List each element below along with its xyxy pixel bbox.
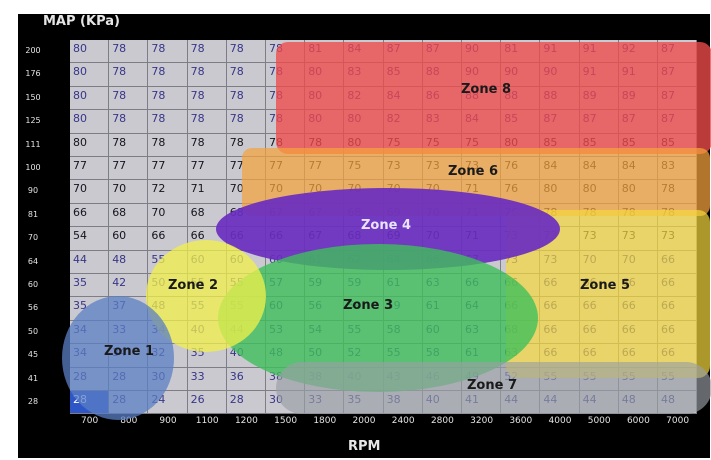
map-cell[interactable]: 78 (109, 133, 149, 157)
column-label: 3600 (509, 416, 533, 426)
map-cell[interactable]: 77 (109, 157, 149, 181)
row-label: 81 (27, 209, 39, 219)
row-label: 150 (25, 92, 41, 102)
row-label: 111 (25, 139, 41, 149)
map-cell[interactable]: 71 (187, 180, 227, 204)
column-label: 5000 (587, 416, 611, 426)
rpm-axis-title: RPM (348, 439, 381, 454)
map-cell[interactable]: 77 (148, 157, 188, 181)
column-label: 2000 (352, 416, 376, 426)
fuel-map-panel: MAP (KPa) 200 176 150 125 111 100 90 81 70 64 60 56… (18, 14, 711, 458)
map-cell[interactable]: 78 (226, 110, 266, 134)
map-cell[interactable]: 35 (70, 274, 110, 298)
zone-label: Zone 5 (580, 278, 631, 293)
map-cell[interactable]: 78 (187, 86, 227, 111)
zone-label: Zone 3 (343, 298, 394, 313)
map-cell[interactable]: 77 (70, 157, 110, 181)
map-cell[interactable]: 80 (70, 63, 110, 87)
map-cell[interactable]: 78 (148, 86, 188, 111)
zone-label: Zone 1 (104, 344, 155, 359)
map-cell[interactable]: 78 (109, 86, 149, 111)
row-label: 28 (27, 397, 39, 406)
row-label: 56 (27, 303, 39, 313)
map-cell[interactable]: 78 (109, 63, 149, 87)
map-cell[interactable]: 54 (70, 227, 110, 251)
map-cell[interactable]: 33 (187, 367, 227, 391)
zone-8-area (276, 42, 711, 154)
map-cell[interactable]: 78 (148, 110, 188, 134)
row-label: 64 (27, 256, 39, 266)
map-cell[interactable]: 80 (70, 133, 110, 157)
map-cell[interactable]: 60 (109, 227, 149, 251)
map-cell[interactable]: 72 (148, 180, 188, 204)
column-label: 800 (120, 416, 138, 426)
zone-label: Zone 8 (461, 82, 512, 97)
zone-label: Zone 4 (361, 218, 412, 233)
row-label: 45 (27, 350, 39, 360)
map-cell[interactable]: 70 (109, 180, 149, 204)
map-cell[interactable]: 78 (187, 110, 227, 134)
map-cell[interactable]: 78 (109, 110, 149, 134)
column-label: 700 (81, 416, 99, 426)
map-cell[interactable]: 78 (226, 40, 266, 64)
map-cell[interactable]: 28 (226, 391, 266, 415)
zone-label: Zone 6 (448, 164, 499, 179)
map-cell[interactable]: 78 (148, 40, 188, 64)
row-label: 90 (27, 186, 39, 196)
row-label: 70 (27, 233, 39, 243)
map-cell[interactable]: 78 (148, 133, 188, 157)
map-cell[interactable]: 70 (70, 180, 110, 204)
map-cell[interactable]: 78 (187, 63, 227, 87)
map-cell[interactable]: 78 (187, 133, 227, 157)
column-label: 7000 (666, 416, 690, 426)
map-cell[interactable]: 78 (226, 63, 266, 87)
zone-7-area (276, 362, 711, 414)
map-cell[interactable]: 44 (70, 250, 110, 274)
row-label: 50 (27, 326, 39, 336)
map-cell[interactable]: 66 (70, 203, 110, 228)
map-cell[interactable]: 78 (226, 86, 266, 111)
map-cell[interactable]: 70 (148, 203, 188, 228)
map-axis-title: MAP (KPa) (43, 14, 120, 29)
map-cell[interactable]: 78 (148, 63, 188, 87)
map-cell[interactable]: 48 (109, 250, 149, 274)
map-cell[interactable]: 80 (70, 40, 110, 64)
map-cell[interactable]: 78 (187, 40, 227, 64)
column-label: 1500 (274, 416, 298, 426)
column-label: 1200 (234, 416, 258, 426)
column-label: 2400 (391, 416, 415, 426)
row-label: 41 (27, 373, 39, 383)
zone-label: Zone 2 (168, 278, 219, 293)
map-cell[interactable]: 26 (187, 391, 227, 415)
row-label: 100 (25, 163, 41, 172)
zone-1-area (62, 296, 174, 420)
row-label: 176 (25, 69, 41, 79)
column-label: 3200 (470, 416, 494, 426)
map-cell[interactable]: 36 (226, 367, 266, 391)
column-label: 900 (159, 416, 177, 426)
map-cell[interactable]: 68 (109, 203, 149, 228)
map-cell[interactable]: 80 (70, 86, 110, 111)
map-cell[interactable]: 77 (187, 157, 227, 181)
column-label: 1100 (195, 416, 219, 426)
column-label: 4000 (548, 416, 572, 426)
row-label: 60 (27, 280, 39, 289)
zone-label: Zone 7 (467, 378, 518, 393)
map-cell[interactable]: 78 (109, 40, 149, 64)
column-label: 2800 (430, 416, 454, 426)
column-label: 6000 (626, 416, 650, 426)
row-label: 200 (25, 46, 41, 55)
map-cell[interactable]: 66 (148, 227, 188, 251)
row-label: 125 (25, 116, 41, 126)
map-cell[interactable]: 42 (109, 274, 149, 298)
map-cell[interactable]: 80 (70, 110, 110, 134)
column-label: 1800 (313, 416, 337, 426)
